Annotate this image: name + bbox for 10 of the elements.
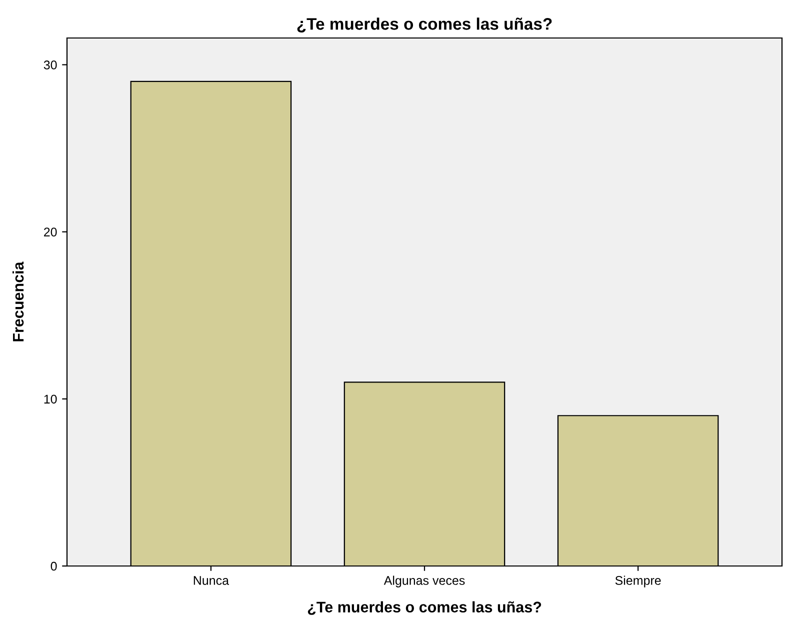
y-axis-title: Frecuencia [12,262,24,342]
y-tick-label: 30 [44,60,57,70]
y-tick-label: 20 [44,228,57,236]
y-tick-label: 0 [50,562,57,571]
chart-title: ¿Te muerdes o comes las uñas? [297,18,552,32]
x-tick-label: Siempre [615,576,661,588]
x-tick-label: Algunas veces [384,576,465,588]
y-tick-label: 10 [44,394,57,404]
x-tick-label: Nunca [194,576,230,585]
x-axis-title: ¿Te muerdes o comes las uñas? [308,601,542,615]
